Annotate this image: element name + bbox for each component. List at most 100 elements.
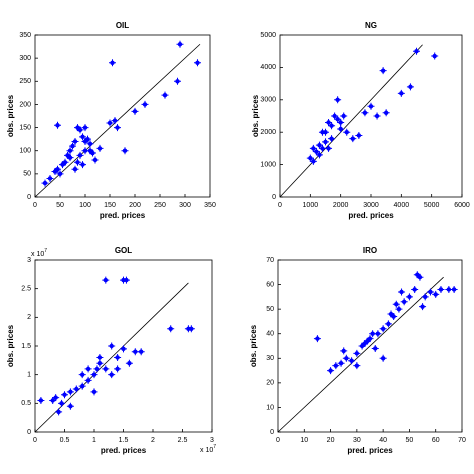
y-tick-label: 300: [19, 55, 31, 62]
point: [81, 147, 89, 155]
x-tick-label: 1.5: [119, 437, 129, 444]
point: [174, 77, 181, 85]
reference-line: [279, 44, 423, 198]
x-tick-label: 50: [406, 437, 414, 444]
point-dot: [375, 331, 381, 336]
point-dot: [311, 146, 316, 151]
point: [111, 117, 119, 125]
point-dot: [72, 167, 78, 172]
point: [322, 138, 329, 146]
chart-title: NG: [365, 21, 377, 30]
point-dot: [97, 361, 103, 366]
point: [371, 344, 379, 352]
point: [89, 149, 96, 157]
point: [141, 100, 149, 108]
point: [49, 396, 57, 404]
point: [71, 165, 79, 173]
point-dot: [438, 287, 444, 292]
point: [367, 102, 375, 110]
point-dot: [189, 326, 194, 331]
point-dot: [380, 326, 386, 331]
point: [86, 140, 94, 148]
point: [374, 330, 382, 338]
point: [355, 131, 363, 139]
x-tick-label: 4000: [394, 202, 410, 209]
point: [327, 367, 335, 375]
point: [337, 125, 345, 133]
point: [398, 288, 406, 296]
point: [379, 67, 387, 75]
multiplier-exponent: 7: [44, 248, 47, 254]
point-dot: [367, 336, 373, 341]
y-tick-label: 2000: [260, 129, 276, 136]
point: [406, 83, 414, 91]
point-dot: [407, 294, 412, 300]
point: [369, 330, 377, 338]
point: [76, 151, 84, 159]
y-axis-label: obs. prices: [6, 324, 15, 367]
point-dot: [401, 299, 407, 304]
point: [340, 347, 348, 355]
x-tick-label: 3000: [363, 202, 379, 209]
point-dot: [314, 149, 319, 154]
point-dot: [56, 409, 61, 415]
chart-title: GOL: [115, 246, 132, 255]
y-tick-label: 50: [23, 171, 31, 178]
point-dot: [315, 336, 320, 341]
x-tick-label: 150: [104, 202, 116, 209]
y-tick-label: 60: [266, 281, 274, 288]
y-tick-label: 0: [272, 194, 276, 201]
point-dot: [80, 162, 85, 167]
x-tick-label: 0: [278, 202, 282, 209]
point: [348, 357, 356, 365]
point: [76, 126, 84, 134]
point-dot: [42, 180, 48, 186]
point-dot: [110, 60, 115, 65]
point-dot: [70, 143, 75, 149]
reference-line: [34, 282, 189, 433]
point: [395, 305, 403, 313]
point-dot: [446, 287, 452, 292]
point: [108, 371, 116, 379]
y-tick-label: 4000: [260, 64, 276, 71]
point-dot: [350, 136, 355, 141]
point: [55, 408, 63, 416]
point: [91, 156, 99, 164]
y-tick-label: 200: [19, 101, 31, 108]
point: [46, 174, 54, 182]
point-dot: [57, 171, 63, 177]
point-dot: [195, 60, 200, 65]
point: [84, 376, 92, 384]
point: [61, 391, 68, 399]
point-dot: [320, 130, 325, 135]
point-dot: [115, 355, 120, 360]
point-dot: [68, 404, 73, 409]
point: [315, 151, 323, 159]
point: [328, 135, 336, 143]
point: [58, 399, 66, 407]
y-axis-label: obs. prices: [249, 324, 258, 367]
point: [79, 133, 86, 141]
point-dot: [91, 372, 97, 377]
point-dot: [132, 109, 138, 114]
y-tick-label: 10: [266, 404, 274, 411]
point-dot: [112, 118, 118, 123]
point: [411, 285, 419, 293]
point: [426, 288, 434, 296]
x-tick-label: 1: [92, 437, 96, 444]
x-tick-label: 0: [33, 437, 37, 444]
point: [419, 303, 427, 311]
point: [397, 89, 405, 97]
point: [337, 118, 345, 126]
point: [120, 345, 127, 353]
point-dot: [82, 125, 88, 130]
x-axis-label: pred. prices: [347, 446, 393, 455]
point-dot: [326, 120, 331, 125]
point: [343, 128, 351, 136]
point-dot: [341, 113, 346, 119]
point: [342, 354, 350, 362]
point-dot: [374, 113, 380, 119]
point-dot: [77, 153, 83, 158]
point-dot: [72, 139, 78, 144]
point-dot: [115, 366, 120, 372]
